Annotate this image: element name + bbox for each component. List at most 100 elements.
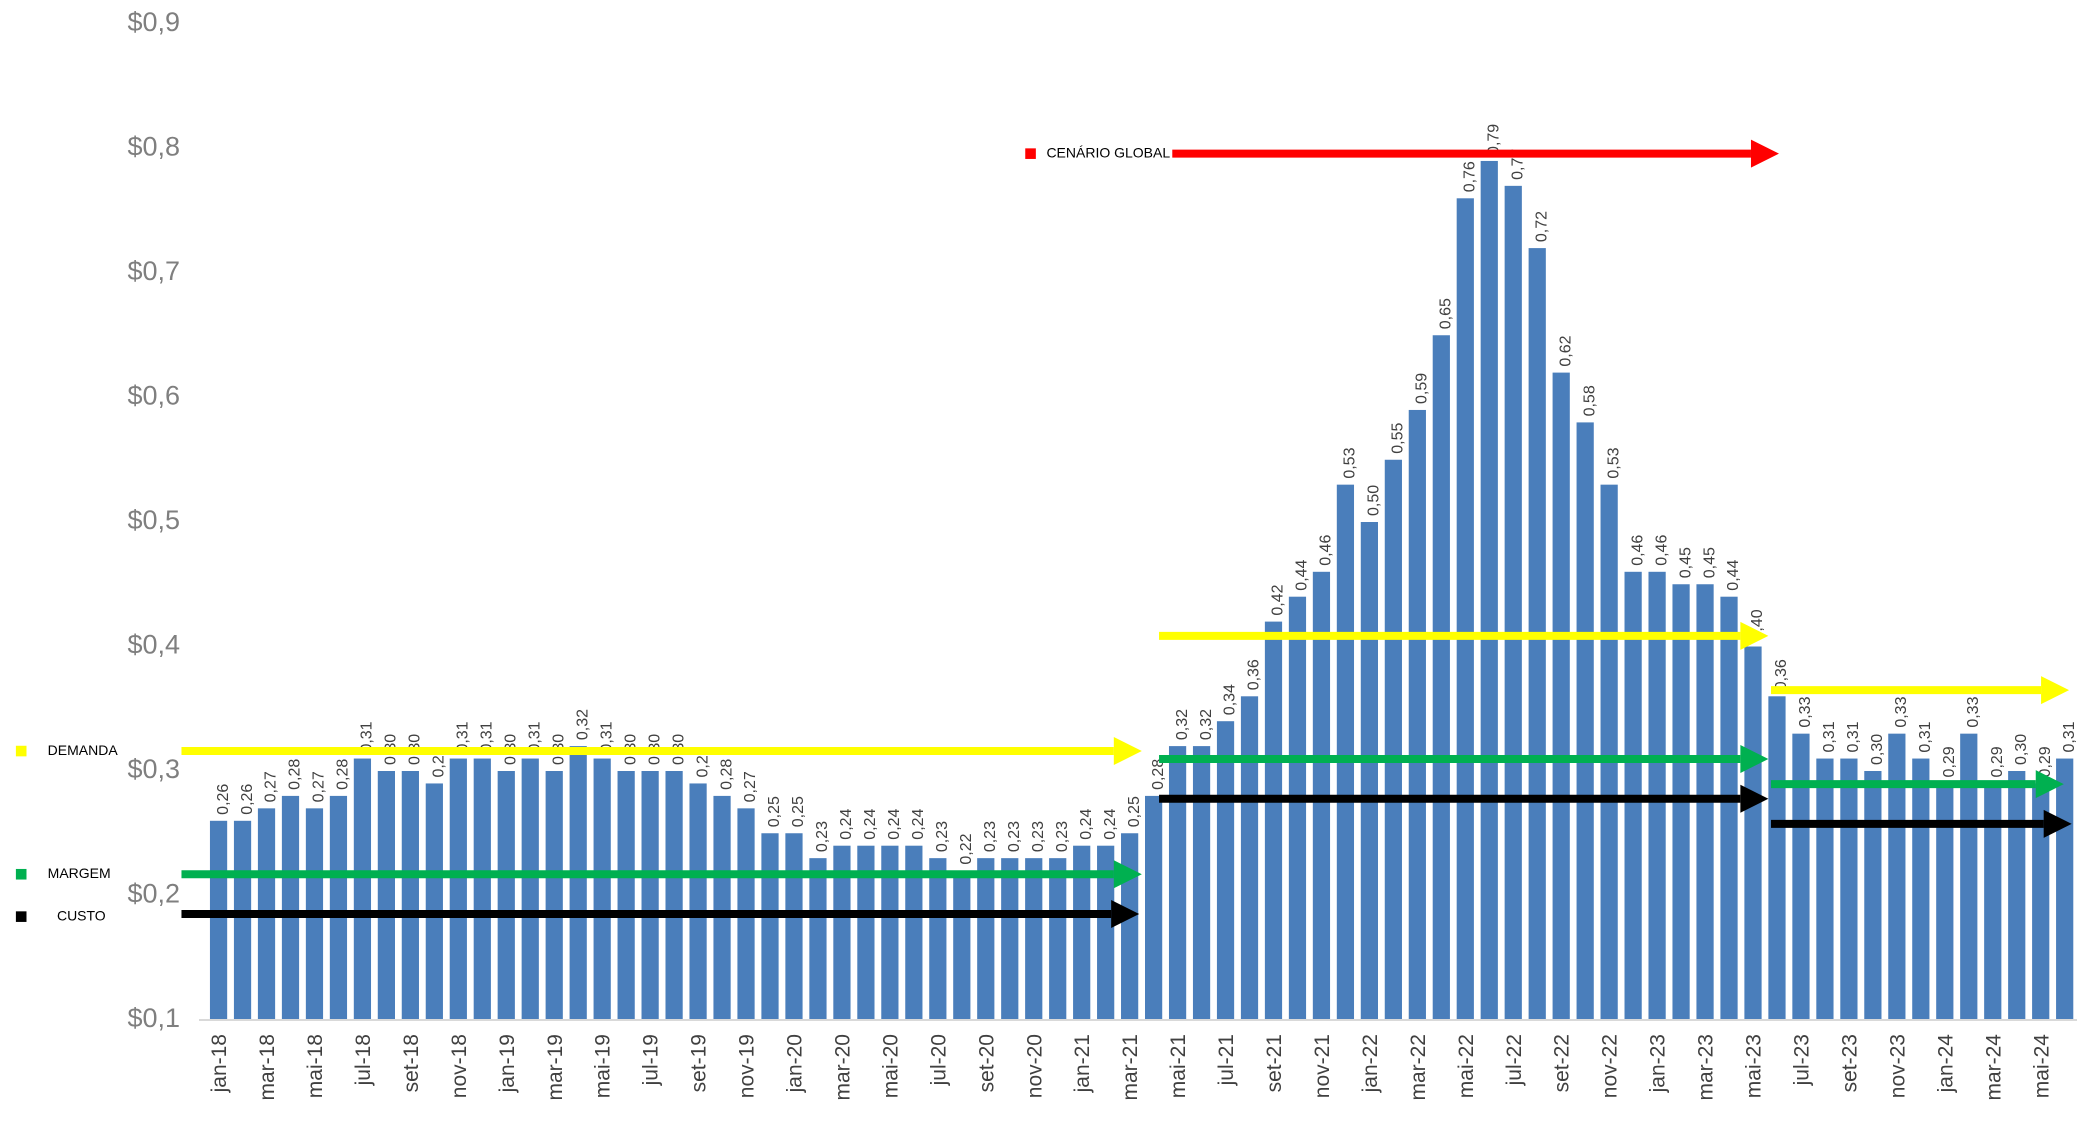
value-label: 0,28: [718, 759, 735, 790]
value-label: 0,53: [1342, 447, 1359, 478]
value-label: 0,46: [1629, 535, 1646, 566]
bar: [617, 771, 635, 1020]
bar: [1600, 484, 1618, 1020]
x-tick-label: nov-21: [1311, 1034, 1334, 1098]
bar: [689, 783, 707, 1020]
legend-label: MARGEM: [48, 865, 111, 881]
bar: [233, 820, 252, 1020]
bar: [1840, 758, 1858, 1020]
x-tick-label: nov-19: [736, 1034, 759, 1098]
bar: [881, 845, 899, 1020]
value-label: 0,27: [263, 771, 280, 802]
value-label: 0,32: [1198, 709, 1215, 740]
value-label: 0,31: [1821, 721, 1838, 752]
value-label: 0,59: [1414, 373, 1431, 404]
bar: [449, 758, 467, 1020]
x-tick-label: jan-23: [1647, 1034, 1670, 1093]
bar: [1960, 733, 1978, 1020]
legend-swatch: [15, 868, 27, 880]
value-label: 0,31: [359, 721, 376, 752]
value-label: 0,72: [1533, 211, 1550, 242]
bar: [1888, 733, 1906, 1020]
x-tick-label: mai-18: [304, 1034, 327, 1098]
value-label: 0,25: [1126, 796, 1143, 827]
bar: [1168, 746, 1187, 1020]
bar: [1240, 696, 1259, 1020]
bar: [473, 758, 491, 1020]
y-tick-label: $0,9: [127, 7, 180, 37]
value-label: 0,27: [742, 771, 759, 802]
bar: [713, 795, 731, 1020]
value-label: 0,28: [335, 759, 352, 790]
value-label: 0,24: [1102, 808, 1119, 839]
x-tick-label: mai-21: [1167, 1034, 1190, 1098]
x-tick-label: mai-24: [2030, 1034, 2053, 1099]
value-label: 0,25: [790, 796, 807, 827]
legend-swatch: [15, 911, 27, 922]
value-label: 0,36: [1246, 659, 1263, 690]
x-tick-label: mai-22: [1455, 1034, 1478, 1098]
value-label: 0,32: [574, 709, 591, 740]
value-label: 0,36: [1773, 659, 1790, 690]
bar: [641, 771, 659, 1020]
bar: [2032, 783, 2050, 1020]
bar: [521, 758, 539, 1020]
bar: [1912, 758, 1930, 1020]
y-tick-label: $0,7: [127, 256, 180, 286]
bar: [929, 858, 947, 1020]
value-label: 0,24: [862, 808, 879, 839]
x-tick-label: jul-20: [927, 1034, 950, 1086]
bar: [833, 845, 851, 1020]
bar: [281, 795, 300, 1020]
bar: [953, 870, 971, 1020]
legend-swatch: [15, 745, 27, 757]
value-label: 0,31: [526, 721, 543, 752]
value-label: 0,62: [1557, 335, 1574, 366]
value-label: 0,31: [1917, 721, 1934, 752]
value-label: 0,31: [2061, 721, 2077, 752]
value-label: 0,44: [1294, 559, 1311, 590]
value-label: 0,23: [1006, 821, 1023, 852]
value-label: 0,31: [1845, 721, 1862, 752]
x-tick-label: mar-19: [544, 1034, 567, 1101]
value-label: 0,31: [598, 721, 615, 752]
bar: [1720, 596, 1738, 1020]
value-label: 0,53: [1605, 447, 1622, 478]
bar: [1097, 845, 1115, 1020]
value-label: 0,30: [1869, 734, 1886, 765]
value-label: 0,44: [1725, 559, 1742, 590]
value-label: 0,24: [838, 808, 855, 839]
y-tick-label: $0,3: [127, 754, 180, 784]
y-tick-label: $0,8: [127, 132, 180, 162]
value-label: 0,31: [479, 721, 496, 752]
bar: [1360, 522, 1378, 1020]
value-label: 0,23: [982, 821, 999, 852]
x-tick-label: jan-19: [496, 1034, 519, 1093]
legend-label: DEMANDA: [48, 742, 119, 758]
x-tick-label: mai-23: [1743, 1034, 1766, 1098]
legend-label: CUSTO: [57, 907, 106, 923]
bar: [1049, 858, 1067, 1020]
bar: [1216, 721, 1235, 1020]
value-label: 0,32: [1174, 709, 1191, 740]
x-tick-label: set-18: [400, 1034, 423, 1092]
bar: [1744, 646, 1762, 1020]
value-label: 0,55: [1390, 423, 1407, 454]
bar: [1025, 858, 1043, 1020]
bar: [2008, 771, 2026, 1020]
value-label: 0,24: [910, 808, 927, 839]
value-label: 0,45: [1677, 547, 1694, 578]
bar: [1768, 696, 1786, 1020]
y-tick-label: $0,2: [127, 879, 180, 909]
bar: [209, 820, 228, 1020]
value-label: 0,24: [886, 808, 903, 839]
bar: [977, 858, 995, 1020]
bar: [665, 771, 683, 1020]
value-label: 0,33: [1797, 696, 1814, 727]
value-label: 0,46: [1318, 535, 1335, 566]
legend-label: CENÁRIO GLOBAL: [1046, 144, 1170, 160]
value-label: 0,45: [1701, 547, 1718, 578]
x-tick-label: mar-22: [1407, 1034, 1430, 1101]
bar: [545, 771, 563, 1020]
